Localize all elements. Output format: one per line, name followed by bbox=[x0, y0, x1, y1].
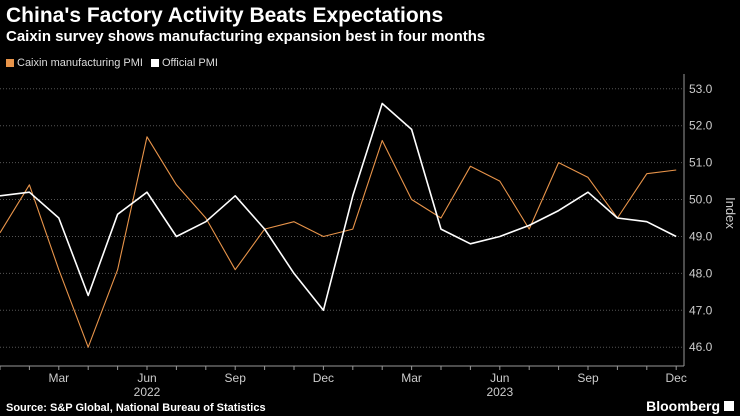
y-tick-label: 51.0 bbox=[689, 156, 713, 170]
legend-item-official: Official PMI bbox=[150, 57, 218, 69]
chart-title: China's Factory Activity Beats Expectati… bbox=[6, 4, 444, 27]
bloomberg-mark-icon bbox=[724, 401, 734, 411]
source-note: Source: S&P Global, National Bureau of S… bbox=[6, 402, 266, 414]
x-tick-label: Jun bbox=[490, 371, 509, 385]
x-tick-label: Sep bbox=[577, 371, 599, 385]
y-tick-label: 50.0 bbox=[689, 193, 713, 207]
bloomberg-logo: Bloomberg bbox=[646, 398, 720, 414]
legend-item-caixin: Caixin manufacturing PMI bbox=[6, 57, 143, 69]
y-tick-label: 52.0 bbox=[689, 119, 713, 133]
legend-label-caixin: Caixin manufacturing PMI bbox=[17, 57, 143, 69]
x-tick-label: Dec bbox=[313, 371, 334, 385]
legend-label-official: Official PMI bbox=[161, 57, 218, 69]
x-tick-label: Jun bbox=[137, 371, 156, 385]
y-tick-label: 47.0 bbox=[689, 303, 713, 317]
chart-subtitle: Caixin survey shows manufacturing expans… bbox=[6, 28, 486, 45]
y-tick-label: 53.0 bbox=[689, 82, 713, 96]
legend-swatch-official bbox=[150, 59, 159, 67]
y-tick-label: 48.0 bbox=[689, 266, 713, 280]
legend-swatch-caixin bbox=[6, 59, 14, 67]
x-tick-label: Mar bbox=[401, 371, 422, 385]
chart-legend: Caixin manufacturing PMI Official PMI bbox=[6, 56, 226, 70]
line-chart: 46.0 47.0 48.0 49.0 50.0 51.0 52.0 53.0 Index Mar… bbox=[0, 74, 738, 399]
y-tick-label: 46.0 bbox=[689, 340, 713, 354]
series-line-official bbox=[0, 102, 677, 312]
year-label: 2022 bbox=[134, 385, 161, 399]
year-label: 2023 bbox=[486, 385, 513, 399]
y-axis-title: Index bbox=[723, 197, 738, 229]
series-line-caixin bbox=[0, 136, 677, 348]
x-tick-label: Sep bbox=[225, 371, 247, 385]
x-tick-label: Dec bbox=[666, 371, 687, 385]
x-tick-label: Mar bbox=[48, 371, 69, 385]
y-tick-label: 49.0 bbox=[689, 229, 713, 243]
